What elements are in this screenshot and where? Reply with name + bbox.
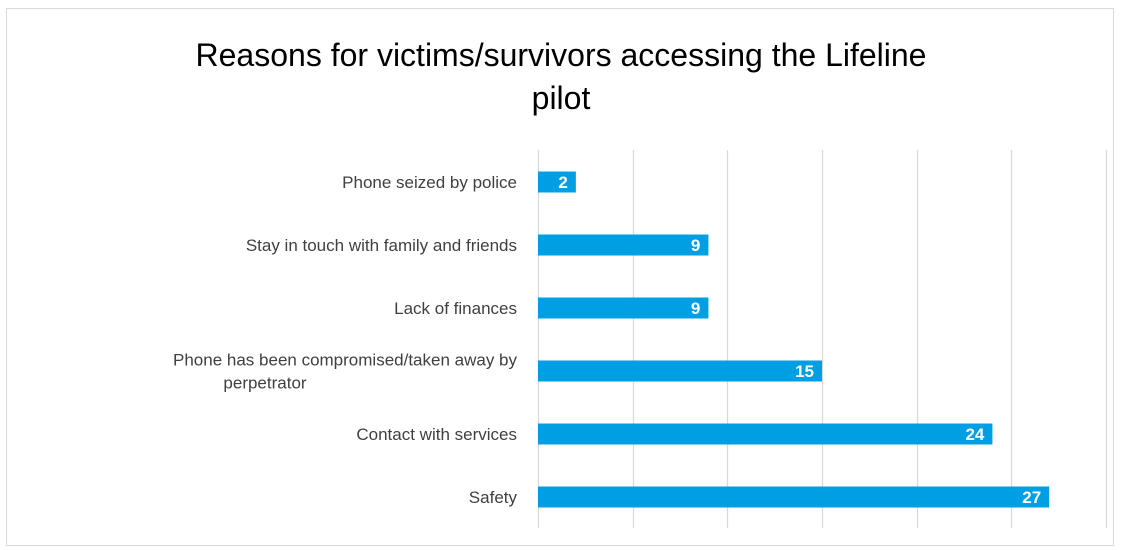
bar-2 — [538, 297, 709, 319]
category-label-1: Stay in touch with family and friends — [246, 236, 517, 255]
category-label-0: Phone seized by police — [342, 173, 517, 192]
bar-3 — [538, 360, 822, 382]
category-label-3-line-1: perpetrator — [223, 374, 306, 393]
data-label-2: 9 — [691, 299, 700, 318]
bar-1 — [538, 234, 709, 256]
bar-5 — [538, 486, 1050, 508]
chart-title: Reasons for victims/survivors accessing … — [0, 0, 1122, 140]
data-label-0: 2 — [558, 173, 567, 192]
chart-title-line-1: Reasons for victims/survivors accessing … — [195, 37, 927, 73]
bar-4 — [538, 423, 993, 445]
chart-frame — [6, 8, 1114, 546]
category-label-3-line-0: Phone has been compromised/taken away by — [173, 351, 517, 370]
category-label-4: Contact with services — [356, 425, 517, 444]
bar-0 — [538, 171, 576, 193]
category-label-5: Safety — [469, 488, 518, 507]
chart-title-line-2: pilot — [531, 80, 591, 116]
data-label-3: 15 — [795, 362, 814, 381]
data-label-1: 9 — [691, 236, 700, 255]
data-label-5: 27 — [1022, 488, 1041, 507]
category-label-2: Lack of finances — [394, 299, 517, 318]
data-label-4: 24 — [965, 425, 984, 444]
